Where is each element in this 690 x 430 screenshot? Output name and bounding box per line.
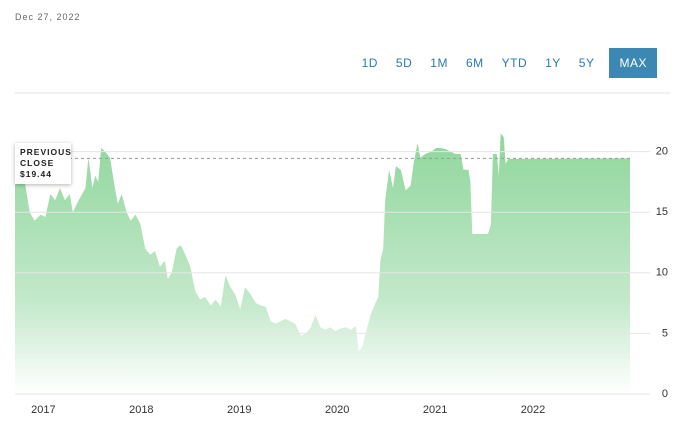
range-button[interactable]: 1M <box>430 56 448 70</box>
range-buttons: 1D 5D 1M 6M YTD 1Y 5Y MAX <box>353 48 657 78</box>
y-tick-label: 10 <box>656 267 668 279</box>
x-tick-label: 2019 <box>227 404 251 416</box>
date: Dec 27, 2022 <box>15 12 81 22</box>
range-button[interactable]: 6M <box>465 56 484 70</box>
range-button[interactable]: YTD <box>501 56 528 70</box>
x-tick-label: 2018 <box>129 404 153 416</box>
previous-close-label: PREVIOUS CLOSE <box>20 147 72 168</box>
y-tick-label: 5 <box>662 327 668 339</box>
y-tick-label: 0 <box>662 388 668 400</box>
x-tick-label: 2021 <box>423 404 447 416</box>
range-button[interactable]: 5D <box>395 56 413 70</box>
range-button[interactable]: 1D <box>361 56 378 70</box>
range-button[interactable]: 5Y <box>578 56 595 70</box>
previous-close-value: $19.44 <box>20 169 52 179</box>
y-tick-label: 15 <box>656 206 668 218</box>
x-tick-label: 2017 <box>31 404 55 416</box>
price-area <box>15 133 630 394</box>
range-button[interactable]: 1Y <box>545 56 561 70</box>
x-tick-label: 2020 <box>325 404 349 416</box>
x-tick-label: 2022 <box>521 404 545 416</box>
previous-close-box: PREVIOUS CLOSE $19.44 <box>15 143 71 184</box>
y-tick-label: 20 <box>656 146 668 158</box>
range-button[interactable]: MAX <box>609 48 657 78</box>
